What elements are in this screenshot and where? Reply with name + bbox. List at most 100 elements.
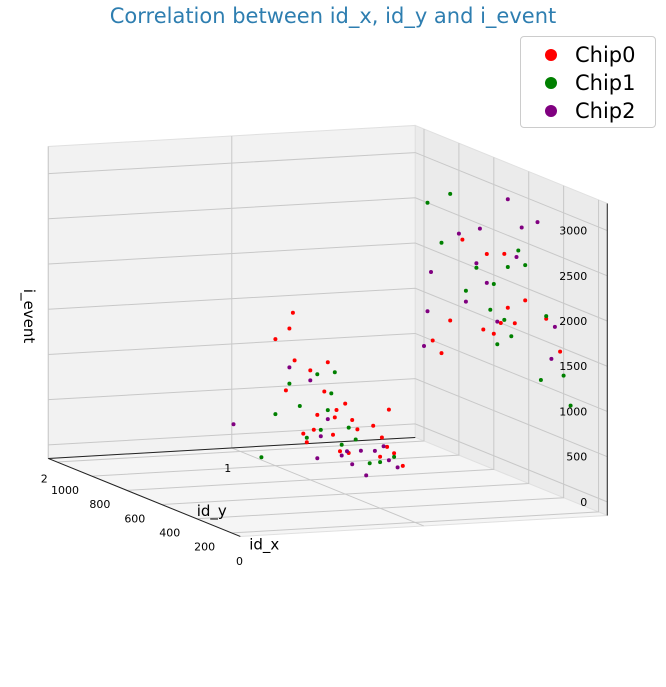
point-chip1-26 [561,373,566,378]
point-chip0-32 [491,331,496,336]
point-chip0-14 [331,432,335,437]
point-chip0-10 [350,418,355,422]
x-axis-label: id_x [249,535,279,554]
point-chip1-10 [505,265,510,269]
point-chip1-17 [287,381,292,386]
legend-marker-chip1 [545,77,557,89]
point-chip0-35 [448,318,453,323]
point-chip2-19 [287,365,292,370]
point-chip2-29 [552,324,557,329]
point-chip1-13 [491,282,496,286]
point-chip1-2 [367,461,372,466]
point-chip1-7 [516,248,521,253]
legend-label-chip2: Chip2 [575,99,636,123]
point-chip0-25 [292,358,297,363]
point-chip2-1 [386,458,391,463]
z-tick-label-4: 2000 [559,315,587,328]
y-axis-label: id_y [197,502,227,521]
z-tick-label-1: 500 [566,451,587,464]
point-chip1-1 [378,460,383,465]
x-gridline-4 [91,143,460,477]
point-chip2-11 [325,417,330,422]
point-chip2-20 [463,299,468,304]
point-chip2-26 [364,473,369,478]
point-chip1-30 [538,378,543,382]
point-chip0-19 [315,412,320,417]
x-tick-label-0: 0 [236,555,243,568]
point-chip2-12 [505,197,510,202]
x-gridline-3 [126,157,495,491]
point-chip2-10 [514,255,519,259]
point-chip2-13 [318,434,323,439]
point-chip0-21 [308,368,313,373]
z-tick-label-0: 0 [580,496,587,509]
x-tick-label-2: 400 [159,527,180,540]
z-gridline-2 [48,332,608,412]
point-chip0-34 [290,310,295,315]
point-chip0-3 [378,454,383,459]
point-chip0-29 [273,337,278,342]
x-gridline-5 [56,129,425,463]
x-axis-line [48,457,241,537]
point-chip2-9 [519,225,524,230]
y-tick-label-0: 1 [224,462,231,475]
x-tick-label-5: 1000 [51,484,79,497]
y-axis-line [48,436,416,459]
legend-label-chip0: Chip0 [575,43,636,67]
z-gridline-1 [48,378,608,458]
chart-title: Correlation between id_x, id_y and i_eve… [109,4,557,28]
point-chip1-9 [325,408,330,413]
point-chip0-26 [287,326,292,331]
point-chip0-20 [311,427,316,432]
z-gridline-0 [48,423,608,503]
point-chip2-7 [345,449,349,454]
legend-item-chip2: Chip2 [531,97,645,125]
point-chip2-23 [425,309,430,314]
point-chip0-15 [512,321,517,326]
point-chip0-5 [558,349,563,354]
point-chip0-36 [439,351,444,356]
point-chip1-22 [259,455,264,460]
point-chip1-25 [509,334,514,339]
point-chip0-7 [371,423,376,428]
point-chip1-28 [523,263,528,268]
x-tick-label-3: 600 [124,512,145,525]
point-chip0-1 [392,451,397,456]
point-chip0-22 [304,440,309,445]
point-chip1-14 [304,435,309,440]
x-tick-label-4: 800 [89,498,110,511]
point-chip2-22 [429,270,433,274]
point-chip2-4 [549,356,554,361]
point-chip1-16 [474,265,479,270]
point-chip2-18 [474,261,479,266]
point-chip0-17 [322,389,327,394]
y-tick-label-1: 2 [41,472,48,485]
point-chip1-4 [353,437,358,442]
x-gridline-1 [196,185,565,520]
point-chip2-21 [456,231,461,236]
point-chip2-28 [315,456,320,461]
x-gridline-0 [231,199,600,534]
legend-item-chip0: Chip0 [531,41,645,69]
point-chip1-0 [392,454,397,459]
point-chip2-2 [381,444,386,449]
point-chip0-37 [430,338,435,343]
point-chip2-0 [395,465,400,470]
point-chip0-12 [523,298,528,303]
point-chip2-8 [339,453,344,458]
point-chip0-38 [338,449,342,454]
point-chip2-24 [422,344,426,348]
point-chip2-27 [350,462,355,467]
point-chip1-6 [339,442,344,447]
point-chip0-40 [484,252,489,256]
point-chip2-5 [358,448,363,453]
point-chip0-24 [481,327,486,332]
point-chip0-13 [334,408,339,412]
point-chip0-11 [343,401,348,406]
point-chip1-27 [568,403,573,408]
point-chip0-16 [325,360,330,365]
z-tick-label-5: 2500 [559,270,587,283]
point-chip2-16 [484,280,489,285]
